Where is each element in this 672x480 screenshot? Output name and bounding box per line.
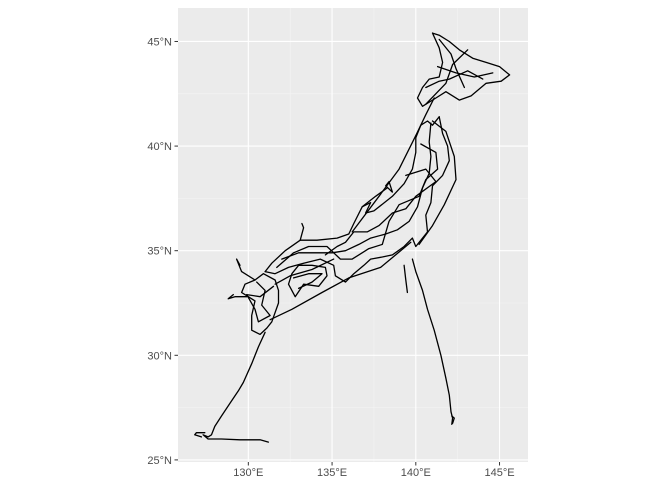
network-line-ferry-goto — [227, 293, 248, 300]
network-line-honshu-north-east-coast — [264, 116, 450, 283]
x-tick-label: 130°E — [233, 467, 263, 479]
network-line-shikoku-inner — [292, 273, 323, 290]
road-network-lines — [194, 32, 511, 443]
network-line-honshu-inner-3 — [324, 168, 437, 256]
x-tick-label: 140°E — [401, 467, 431, 479]
network-line-ferry-tsushima — [235, 258, 256, 281]
y-axis: 25°N 30°N 35°N 40°N 45°N — [147, 36, 178, 467]
network-line-kyushu — [240, 273, 280, 336]
x-tick-label: 135°E — [317, 467, 347, 479]
y-tick-label: 35°N — [147, 246, 172, 258]
network-line-hokkaido — [416, 32, 511, 107]
network-line-okinawa-chain — [202, 331, 270, 443]
network-line-honshu-inner-1 — [281, 122, 432, 260]
y-tick-label: 25°N — [147, 455, 172, 467]
y-tick-label: 45°N — [147, 36, 172, 48]
network-line-honshu-inner-2 — [276, 143, 439, 269]
network-line-shikoku — [287, 264, 328, 298]
y-tick-label: 30°N — [147, 350, 172, 362]
network-line-hokkaido-inner-3 — [425, 70, 484, 89]
network-line-ogasawara-hook — [451, 415, 455, 424]
network-line-ferry-sea-of-japan — [351, 97, 435, 233]
network-line-izu-spur — [403, 264, 409, 294]
network-line-hokkaido-inner-1 — [436, 65, 494, 78]
minor-gridlines — [178, 8, 528, 462]
major-gridlines — [178, 8, 528, 462]
y-tick-label: 40°N — [147, 141, 172, 153]
network-line-ferry-inland-sea — [274, 258, 335, 285]
network-line-ferry-oki — [299, 222, 305, 241]
x-tick-label: 145°E — [484, 467, 514, 479]
network-line-ferry-pacific-east — [418, 120, 457, 246]
plot-panel — [178, 8, 528, 462]
network-line-hokkaido-inner-2 — [438, 38, 466, 89]
network-line-ferry-noto — [361, 187, 388, 208]
network-line-western-islands — [194, 432, 206, 438]
network-line-ferry-pacific-south — [269, 241, 412, 321]
network-line-izu-chain — [411, 258, 454, 425]
network-line-kyushu-inner — [246, 281, 275, 323]
network-line-ferry-pacific-north — [425, 49, 469, 105]
network-line-ferry-sado — [385, 180, 394, 193]
x-axis: 130°E 135°E 140°E 145°E — [233, 462, 515, 479]
